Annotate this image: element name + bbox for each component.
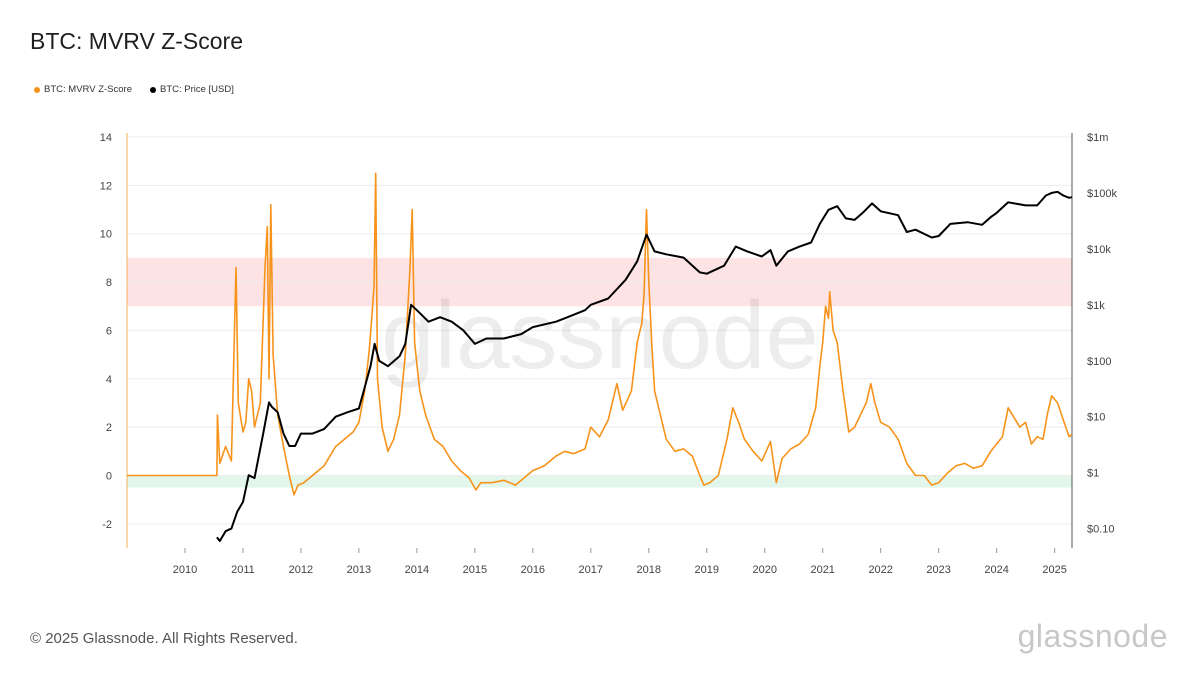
y-left-tick-label: 6 bbox=[106, 325, 112, 337]
legend-label-price: BTC: Price [USD] bbox=[159, 84, 234, 95]
y-left-tick-label: -2 bbox=[102, 519, 112, 531]
x-tick-label: 2013 bbox=[347, 564, 371, 576]
x-tick-label: 2019 bbox=[695, 564, 719, 576]
x-tick-label: 2022 bbox=[868, 564, 892, 576]
y-left-tick-label: 4 bbox=[106, 374, 112, 386]
y-left-tick-label: 8 bbox=[106, 277, 112, 289]
grid-layer bbox=[127, 136, 1072, 525]
y-right-tick-label: $1 bbox=[1087, 468, 1099, 480]
x-tick-label: 2015 bbox=[463, 564, 487, 576]
x-tick-label: 2021 bbox=[810, 564, 834, 576]
legend-dot-zscore bbox=[34, 86, 40, 93]
undervalued-band bbox=[127, 475, 1072, 488]
legend-dot-price bbox=[149, 86, 156, 93]
chart-title: BTC: MVRV Z-Score bbox=[30, 28, 243, 54]
legend-item-zscore[interactable]: BTC: MVRV Z-Score bbox=[34, 84, 132, 95]
axes-layer: -2 0 2 4 6 8 10 12 14 $0.10 $1 $10 $100 $1k $10k $100k $… bbox=[100, 132, 1118, 576]
legend-label-zscore: BTC: MVRV Z-Score bbox=[44, 84, 132, 95]
x-tick-label: 2023 bbox=[926, 564, 950, 576]
y-right-tick-label: $10 bbox=[1087, 412, 1105, 424]
x-tick-label: 2010 bbox=[173, 564, 197, 576]
y-right-tick-label: $10k bbox=[1087, 244, 1111, 256]
y-right-tick-label: $0.10 bbox=[1087, 524, 1115, 536]
series-line-zscore bbox=[127, 172, 1073, 496]
x-tick-label: 2024 bbox=[984, 564, 1008, 576]
y-left-tick-label: 14 bbox=[100, 132, 112, 144]
x-tick-label: 2012 bbox=[289, 564, 313, 576]
copyright-footer: © 2025 Glassnode. All Rights Reserved. bbox=[30, 630, 298, 647]
x-tick-label: 2011 bbox=[231, 564, 255, 576]
y-right-tick-label: $1m bbox=[1087, 132, 1108, 144]
series-line-price bbox=[216, 190, 1073, 542]
brand-logo: glassnode bbox=[1017, 618, 1168, 654]
y-right-tick-label: $1k bbox=[1087, 300, 1105, 312]
x-tick-label: 2014 bbox=[405, 564, 429, 576]
legend: BTC: MVRV Z-Score BTC: Price [USD] bbox=[34, 84, 234, 95]
series-layer bbox=[127, 172, 1073, 542]
y-left-tick-label: 2 bbox=[106, 422, 112, 434]
x-tick-label: 2016 bbox=[521, 564, 545, 576]
y-left-tick-label: 12 bbox=[100, 180, 112, 192]
y-right-tick-label: $100 bbox=[1087, 356, 1111, 368]
x-tick-label: 2025 bbox=[1042, 564, 1066, 576]
legend-item-price[interactable]: BTC: Price [USD] bbox=[149, 84, 234, 95]
x-tick-label: 2020 bbox=[752, 564, 776, 576]
y-left-tick-label: 0 bbox=[106, 470, 112, 482]
y-left-tick-label: 10 bbox=[100, 229, 112, 241]
watermark: glassnode bbox=[381, 282, 819, 389]
y-right-tick-label: $100k bbox=[1087, 188, 1117, 200]
x-tick-label: 2018 bbox=[637, 564, 661, 576]
x-tick-label: 2017 bbox=[579, 564, 603, 576]
